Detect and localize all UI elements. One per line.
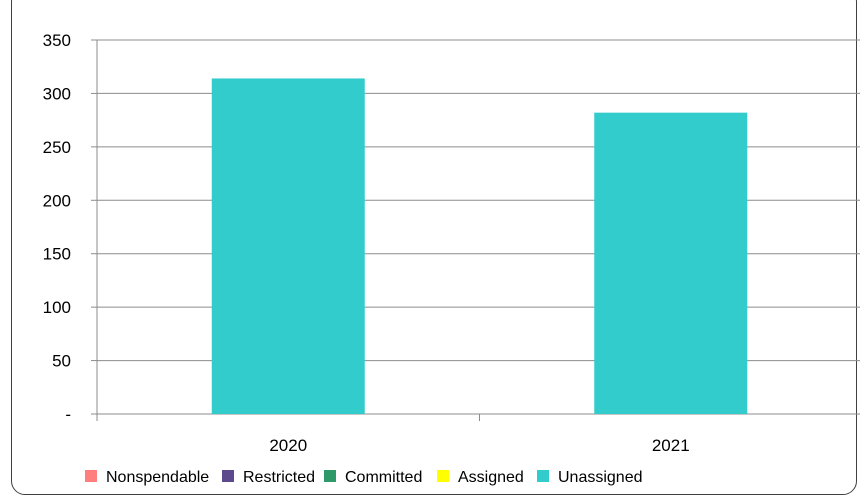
y-tick-label: 200 bbox=[43, 191, 71, 210]
legend-swatch-unassigned bbox=[537, 470, 549, 482]
legend-label-assigned: Assigned bbox=[458, 469, 524, 486]
bars bbox=[211, 78, 748, 415]
legend-swatch-assigned bbox=[437, 470, 449, 482]
legend-swatch-restricted bbox=[222, 470, 234, 482]
y-tick-label: 100 bbox=[43, 298, 71, 317]
y-tick-label: 250 bbox=[43, 138, 71, 157]
y-tick-label: 350 bbox=[43, 31, 71, 50]
bar-unassigned-2020 bbox=[211, 78, 365, 415]
x-tick-label: 2020 bbox=[269, 436, 307, 455]
y-tick-label: 300 bbox=[43, 84, 71, 103]
x-tick-label: 2021 bbox=[652, 436, 690, 455]
legend-label-restricted: Restricted bbox=[243, 469, 315, 486]
y-tick-label: 50 bbox=[52, 352, 71, 371]
legend-swatch-nonspendable bbox=[85, 470, 97, 482]
legend-swatch-committed bbox=[324, 470, 336, 482]
y-tick-label: 150 bbox=[43, 245, 71, 264]
y-tick-label: - bbox=[65, 405, 71, 424]
legend-label-unassigned: Unassigned bbox=[558, 469, 643, 486]
legend: Nonspendable Restricted Committed Assigned U… bbox=[85, 469, 643, 486]
bar-unassigned-2021 bbox=[594, 112, 748, 415]
legend-label-nonspendable: Nonspendable bbox=[106, 469, 209, 486]
tick-labels: - 50 100 150 200 250 300 350 2020 2021 bbox=[43, 31, 690, 455]
legend-label-committed: Committed bbox=[345, 469, 422, 486]
